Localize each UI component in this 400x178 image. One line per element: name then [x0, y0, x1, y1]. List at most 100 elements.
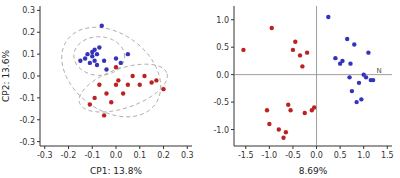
point — [340, 59, 344, 63]
x-tick-label: 1.0 — [357, 151, 370, 160]
point — [114, 56, 118, 60]
point — [291, 48, 295, 52]
y-tick — [37, 32, 40, 33]
x-axis-line — [234, 146, 392, 147]
x-tick — [187, 146, 188, 149]
x-tick-label: -0.1 — [84, 151, 100, 160]
y-tick-label: -0.3 — [19, 138, 35, 147]
point — [312, 105, 316, 109]
point — [138, 83, 142, 87]
point — [348, 61, 352, 65]
ellipse — [62, 27, 161, 117]
y-tick-label: 0.5 — [216, 43, 229, 52]
x-tick-label: 0.0 — [310, 151, 323, 160]
x-tick — [163, 146, 164, 149]
x-tick-label: -0.3 — [37, 151, 53, 160]
point — [154, 78, 158, 82]
y-tick-label: 0.3 — [22, 6, 35, 15]
series — [78, 23, 130, 71]
point — [298, 53, 302, 57]
ellipse — [74, 37, 125, 76]
point — [284, 130, 288, 134]
point — [119, 61, 123, 65]
point — [95, 63, 99, 67]
x-tick — [387, 146, 388, 149]
y-tick — [37, 54, 40, 55]
x-tick — [68, 146, 69, 149]
point — [104, 91, 108, 95]
point — [102, 113, 106, 117]
point — [288, 108, 292, 112]
annotation: N — [376, 67, 381, 75]
point — [90, 54, 94, 58]
point — [241, 48, 245, 52]
y-axis-label: CP2: 13.6% — [1, 50, 11, 102]
point — [126, 52, 130, 56]
crosshair-v — [316, 6, 317, 146]
point — [364, 75, 368, 79]
y-tick — [231, 47, 234, 48]
x-tick — [116, 146, 117, 149]
point — [347, 75, 351, 79]
point — [85, 52, 89, 56]
point — [333, 56, 337, 60]
ellipse — [79, 64, 167, 112]
y-tick — [37, 97, 40, 98]
point — [267, 122, 271, 126]
point — [121, 91, 125, 95]
point — [88, 61, 92, 65]
point — [293, 39, 297, 43]
point — [126, 83, 130, 87]
point — [371, 78, 375, 82]
point — [352, 42, 356, 46]
x-tick-label: -0.5 — [285, 151, 301, 160]
x-tick-label: 0.5 — [334, 151, 347, 160]
series — [241, 26, 316, 140]
panel: -1.5-1.0-0.50.00.51.01.5-1.0-0.50.00.51.… — [213, 6, 393, 176]
point — [161, 87, 165, 91]
point — [350, 89, 354, 93]
point — [92, 96, 96, 100]
y-tick-label: 0.0 — [216, 71, 229, 80]
x-tick — [363, 146, 364, 149]
point — [281, 136, 285, 140]
y-tick — [231, 102, 234, 103]
y-tick — [37, 76, 40, 77]
x-tick — [316, 146, 317, 149]
y-tick-label: 0.1 — [22, 50, 35, 59]
background — [0, 0, 400, 178]
point — [116, 78, 120, 82]
point — [83, 56, 87, 60]
x-axis-label: 8.69% — [299, 166, 328, 176]
y-tick — [231, 19, 234, 20]
point — [286, 103, 290, 107]
x-tick — [44, 146, 45, 149]
point — [92, 48, 96, 52]
x-tick-label: -0.2 — [61, 151, 77, 160]
point — [270, 26, 274, 30]
y-tick — [37, 141, 40, 142]
crosshair-h — [234, 74, 392, 75]
point — [277, 127, 281, 131]
x-tick-label: -1.5 — [238, 151, 254, 160]
y-tick-label: -0.2 — [19, 116, 35, 125]
point — [88, 102, 92, 106]
y-tick — [231, 129, 234, 130]
panel: -0.3-0.2-0.10.00.10.20.3-0.3-0.2-0.10.00… — [1, 6, 194, 176]
y-tick-label: 1.0 — [216, 16, 229, 25]
point — [92, 58, 96, 62]
y-tick — [231, 74, 234, 75]
point — [95, 52, 99, 56]
point — [357, 81, 361, 85]
x-tick-label: 0.3 — [181, 151, 194, 160]
point — [97, 83, 101, 87]
plot-area — [62, 23, 168, 117]
y-tick-label: 0.2 — [22, 28, 35, 37]
point — [359, 97, 363, 101]
x-tick-label: 0.2 — [157, 151, 170, 160]
y-tick-label: 0.0 — [22, 72, 35, 81]
x-tick-label: 0.1 — [133, 151, 146, 160]
point — [354, 100, 358, 104]
y-axis-line — [234, 6, 235, 146]
point — [114, 65, 118, 69]
